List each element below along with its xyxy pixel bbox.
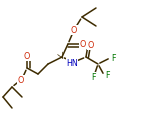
Text: O: O: [71, 25, 77, 34]
Text: O: O: [18, 75, 24, 85]
Text: HN: HN: [66, 59, 78, 67]
Text: O: O: [24, 52, 30, 60]
Text: O: O: [80, 39, 86, 48]
Text: O: O: [88, 40, 94, 50]
Text: F: F: [91, 73, 95, 81]
Text: F: F: [111, 53, 115, 62]
Text: F: F: [105, 71, 109, 80]
